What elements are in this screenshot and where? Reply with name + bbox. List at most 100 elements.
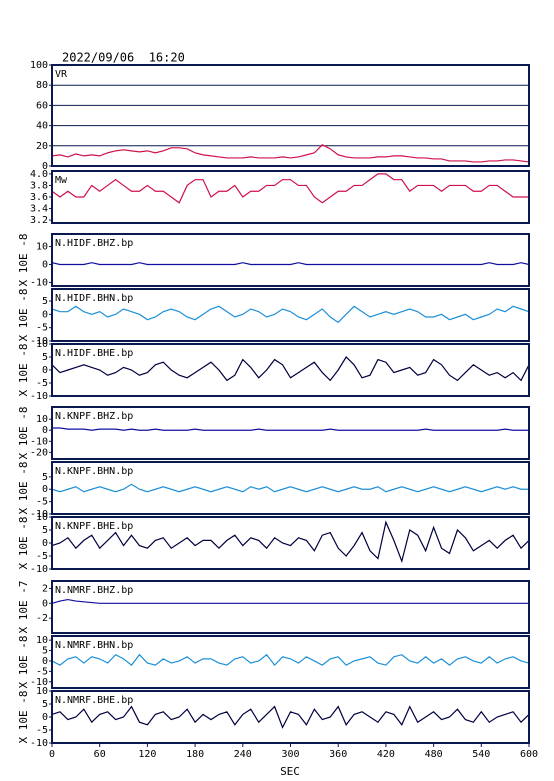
trace-label: N.KNPF.BHZ.bp xyxy=(55,411,133,422)
y-tick-label: 80 xyxy=(36,80,48,91)
panel-frame xyxy=(51,233,530,287)
x-tick-label: 600 xyxy=(520,749,538,760)
y-tick-label: 10 xyxy=(36,635,48,646)
trace xyxy=(51,520,530,564)
y-tick-label: -20 xyxy=(30,447,48,458)
panel-frame xyxy=(51,64,530,167)
trace-label: N.KNPF.BHE.bp xyxy=(55,521,133,532)
y-tick-label: -10 xyxy=(30,391,48,402)
chart-title: 2022/09/06 16:20 xyxy=(62,51,185,65)
y-tick-label: -10 xyxy=(30,277,48,288)
panel-frame xyxy=(51,288,530,342)
y-tick-label: -10 xyxy=(30,509,48,520)
y-tick-label: -10 xyxy=(30,738,48,749)
y-tick-label: 10 xyxy=(36,686,48,697)
y-axis-label: X 10E -8 xyxy=(17,462,30,515)
panel-frame xyxy=(51,406,530,460)
panel-frame xyxy=(51,635,530,689)
x-tick-label: 540 xyxy=(472,749,490,760)
trace-label: Mw xyxy=(55,175,68,186)
x-tick-label: 180 xyxy=(186,749,204,760)
y-axis-label: X 10E -8 xyxy=(17,691,30,744)
y-tick-label: -5 xyxy=(36,551,48,562)
trace xyxy=(51,653,530,667)
trace xyxy=(51,598,529,604)
trace xyxy=(51,262,530,266)
y-tick-label: 0 xyxy=(42,484,48,495)
x-tick-label: 420 xyxy=(377,749,395,760)
trace xyxy=(51,305,530,324)
panel-frame xyxy=(51,580,530,634)
y-tick-label: 0 xyxy=(42,309,48,320)
y-axis-label: X 10E -8 xyxy=(17,407,30,460)
y-tick-label: -10 xyxy=(30,677,48,688)
y-tick-label: -10 xyxy=(30,336,48,347)
y-tick-label: 10 xyxy=(36,414,48,425)
y-tick-label: 100 xyxy=(30,60,48,71)
y-tick-label: -5 xyxy=(36,378,48,389)
y-tick-label: 60 xyxy=(36,100,48,111)
y-tick-label: 10 xyxy=(36,339,48,350)
y-tick-label: 5 xyxy=(42,699,48,710)
y-tick-label: 0 xyxy=(42,538,48,549)
x-tick-label: 60 xyxy=(94,749,106,760)
y-tick-label: 0 xyxy=(42,656,48,667)
x-tick-label: 240 xyxy=(234,749,252,760)
y-axis-label: X 10E -8 xyxy=(17,234,30,287)
y-axis-label: X 10E -8 xyxy=(17,289,30,342)
trace-label: N.NMRF.BHZ.bp xyxy=(55,585,133,596)
trace-label: N.KNPF.BHN.bp xyxy=(55,466,133,477)
x-tick-label: 300 xyxy=(281,749,299,760)
trace xyxy=(51,144,530,163)
y-tick-label: 5 xyxy=(42,646,48,657)
trace xyxy=(51,483,529,493)
panel-frame xyxy=(51,461,530,515)
y-tick-label: 0 xyxy=(42,598,48,609)
y-tick-label: 0 xyxy=(42,425,48,436)
y-tick-label: 5 xyxy=(42,525,48,536)
panel-frame xyxy=(51,343,530,397)
panel-frame xyxy=(51,170,530,224)
y-tick-label: -10 xyxy=(30,564,48,575)
y-tick-label: 0 xyxy=(42,161,48,172)
x-tick-label: 360 xyxy=(329,749,347,760)
trace xyxy=(51,173,529,204)
y-tick-label: 40 xyxy=(36,121,48,132)
trace-label: N.NMRF.BHN.bp xyxy=(55,640,133,651)
y-tick-label: 3.2 xyxy=(30,215,48,226)
y-tick-label: 3.8 xyxy=(30,180,48,191)
y-axis-label: X 10E -7 xyxy=(17,581,30,634)
trace-label: N.HIDF.BHE.bp xyxy=(55,348,133,359)
y-tick-label: 0 xyxy=(42,712,48,723)
x-tick-label: 120 xyxy=(138,749,156,760)
x-tick-label: 480 xyxy=(425,749,443,760)
y-axis-label: X 10E -8 xyxy=(17,344,30,397)
y-tick-label: -5 xyxy=(36,323,48,334)
trace-label: N.HIDF.BHZ.bp xyxy=(55,238,133,249)
y-tick-label: -5 xyxy=(36,497,48,508)
x-tick-label: 0 xyxy=(49,749,55,760)
trace xyxy=(51,705,530,729)
y-tick-label: 4.0 xyxy=(30,169,48,180)
y-tick-label: -10 xyxy=(30,436,48,447)
trace-label: N.HIDF.BHN.bp xyxy=(55,293,133,304)
x-axis-label: SEC xyxy=(280,765,300,778)
y-tick-label: 0 xyxy=(42,365,48,376)
y-tick-label: -5 xyxy=(36,666,48,677)
trace-label: VR xyxy=(55,69,68,80)
y-tick-label: 5 xyxy=(42,472,48,483)
y-tick-label: 0 xyxy=(42,259,48,270)
y-tick-label: -2 xyxy=(36,613,48,624)
y-axis-label: X 10E -8 xyxy=(17,517,30,570)
y-axis-label: X 10E -8 xyxy=(17,636,30,689)
trace xyxy=(51,356,530,382)
y-tick-label: 3.4 xyxy=(30,204,48,215)
y-tick-label: 10 xyxy=(36,242,48,253)
y-tick-label: 5 xyxy=(42,296,48,307)
panel-frame xyxy=(51,516,530,570)
trace xyxy=(52,427,529,431)
y-tick-label: 2 xyxy=(42,583,48,594)
y-tick-label: 5 xyxy=(42,352,48,363)
trace-label: N.NMRF.BHE.bp xyxy=(55,695,133,706)
